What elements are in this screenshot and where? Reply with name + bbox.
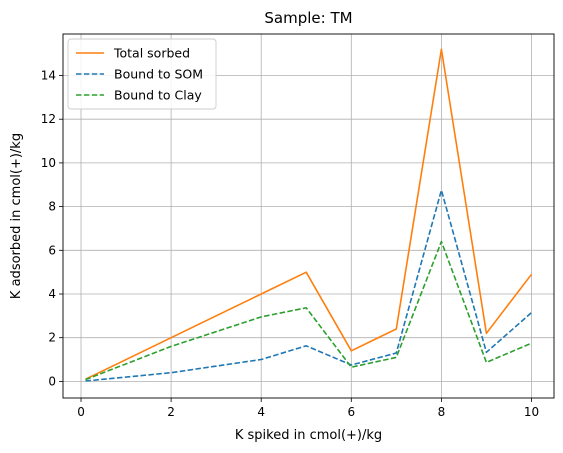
y-tick-label: 6 (48, 243, 56, 257)
y-axis-label: K adsorbed in cmol(+)/kg (9, 133, 24, 299)
chart-title: Sample: TM (264, 9, 352, 27)
y-tick-label: 4 (48, 287, 56, 301)
legend-label: Bound to SOM (114, 67, 203, 82)
x-tick-label: 10 (524, 405, 539, 419)
y-tick-label: 8 (48, 200, 56, 214)
axis-ticks: 0 2 4 6 8 10 0 2 4 6 8 10 12 14 (41, 69, 539, 419)
series-line-bound-to-som (85, 189, 533, 382)
plot-frame (62, 33, 555, 399)
y-tick-label: 2 (48, 331, 56, 345)
grid-lines (63, 34, 554, 398)
legend: Total sorbed Bound to SOM Bound to Clay (67, 38, 217, 110)
x-tick-label: 0 (77, 405, 85, 419)
legend-box (67, 38, 217, 110)
x-tick-label: 4 (257, 405, 265, 419)
x-axis-label: K spiked in cmol(+)/kg (235, 428, 382, 443)
x-tick-label: 8 (438, 405, 446, 419)
series-lines (85, 48, 533, 382)
legend-label: Bound to Clay (114, 88, 202, 103)
y-tick-label: 0 (48, 374, 56, 388)
series-line-bound-to-clay (85, 240, 532, 381)
y-tick-label: 12 (41, 112, 56, 126)
legend-label: Total sorbed (113, 46, 190, 61)
series-line-total-sorbed (85, 48, 533, 380)
y-tick-label: 14 (41, 69, 56, 83)
x-tick-label: 2 (167, 405, 175, 419)
x-tick-label: 6 (347, 405, 355, 419)
y-tick-label: 10 (41, 156, 56, 170)
